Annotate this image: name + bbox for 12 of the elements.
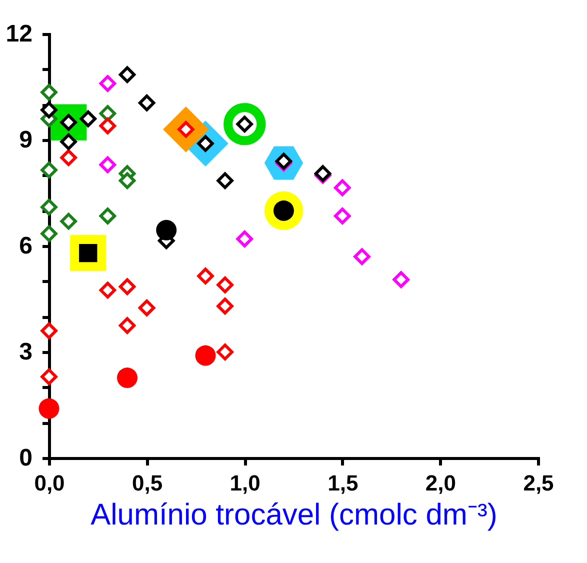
x-tick-label: 2,5 bbox=[523, 470, 554, 496]
x-tick-label: 0,0 bbox=[34, 470, 65, 496]
y-tick-label: 6 bbox=[19, 232, 32, 260]
x-tick-label: 1,5 bbox=[328, 470, 358, 496]
y-tick-label: 9 bbox=[19, 126, 32, 154]
x-tick-label: 1,0 bbox=[230, 470, 260, 496]
y-tick-label: 3 bbox=[19, 338, 32, 366]
y-tick-label: 0 bbox=[19, 444, 32, 472]
x-tick-label: 2,0 bbox=[425, 470, 456, 496]
x-axis-title: Alumínio trocável (cmolc dm⁻³) bbox=[90, 498, 498, 532]
x-tick-label: 0,5 bbox=[132, 470, 163, 496]
y-tick-label: 12 bbox=[6, 20, 32, 48]
